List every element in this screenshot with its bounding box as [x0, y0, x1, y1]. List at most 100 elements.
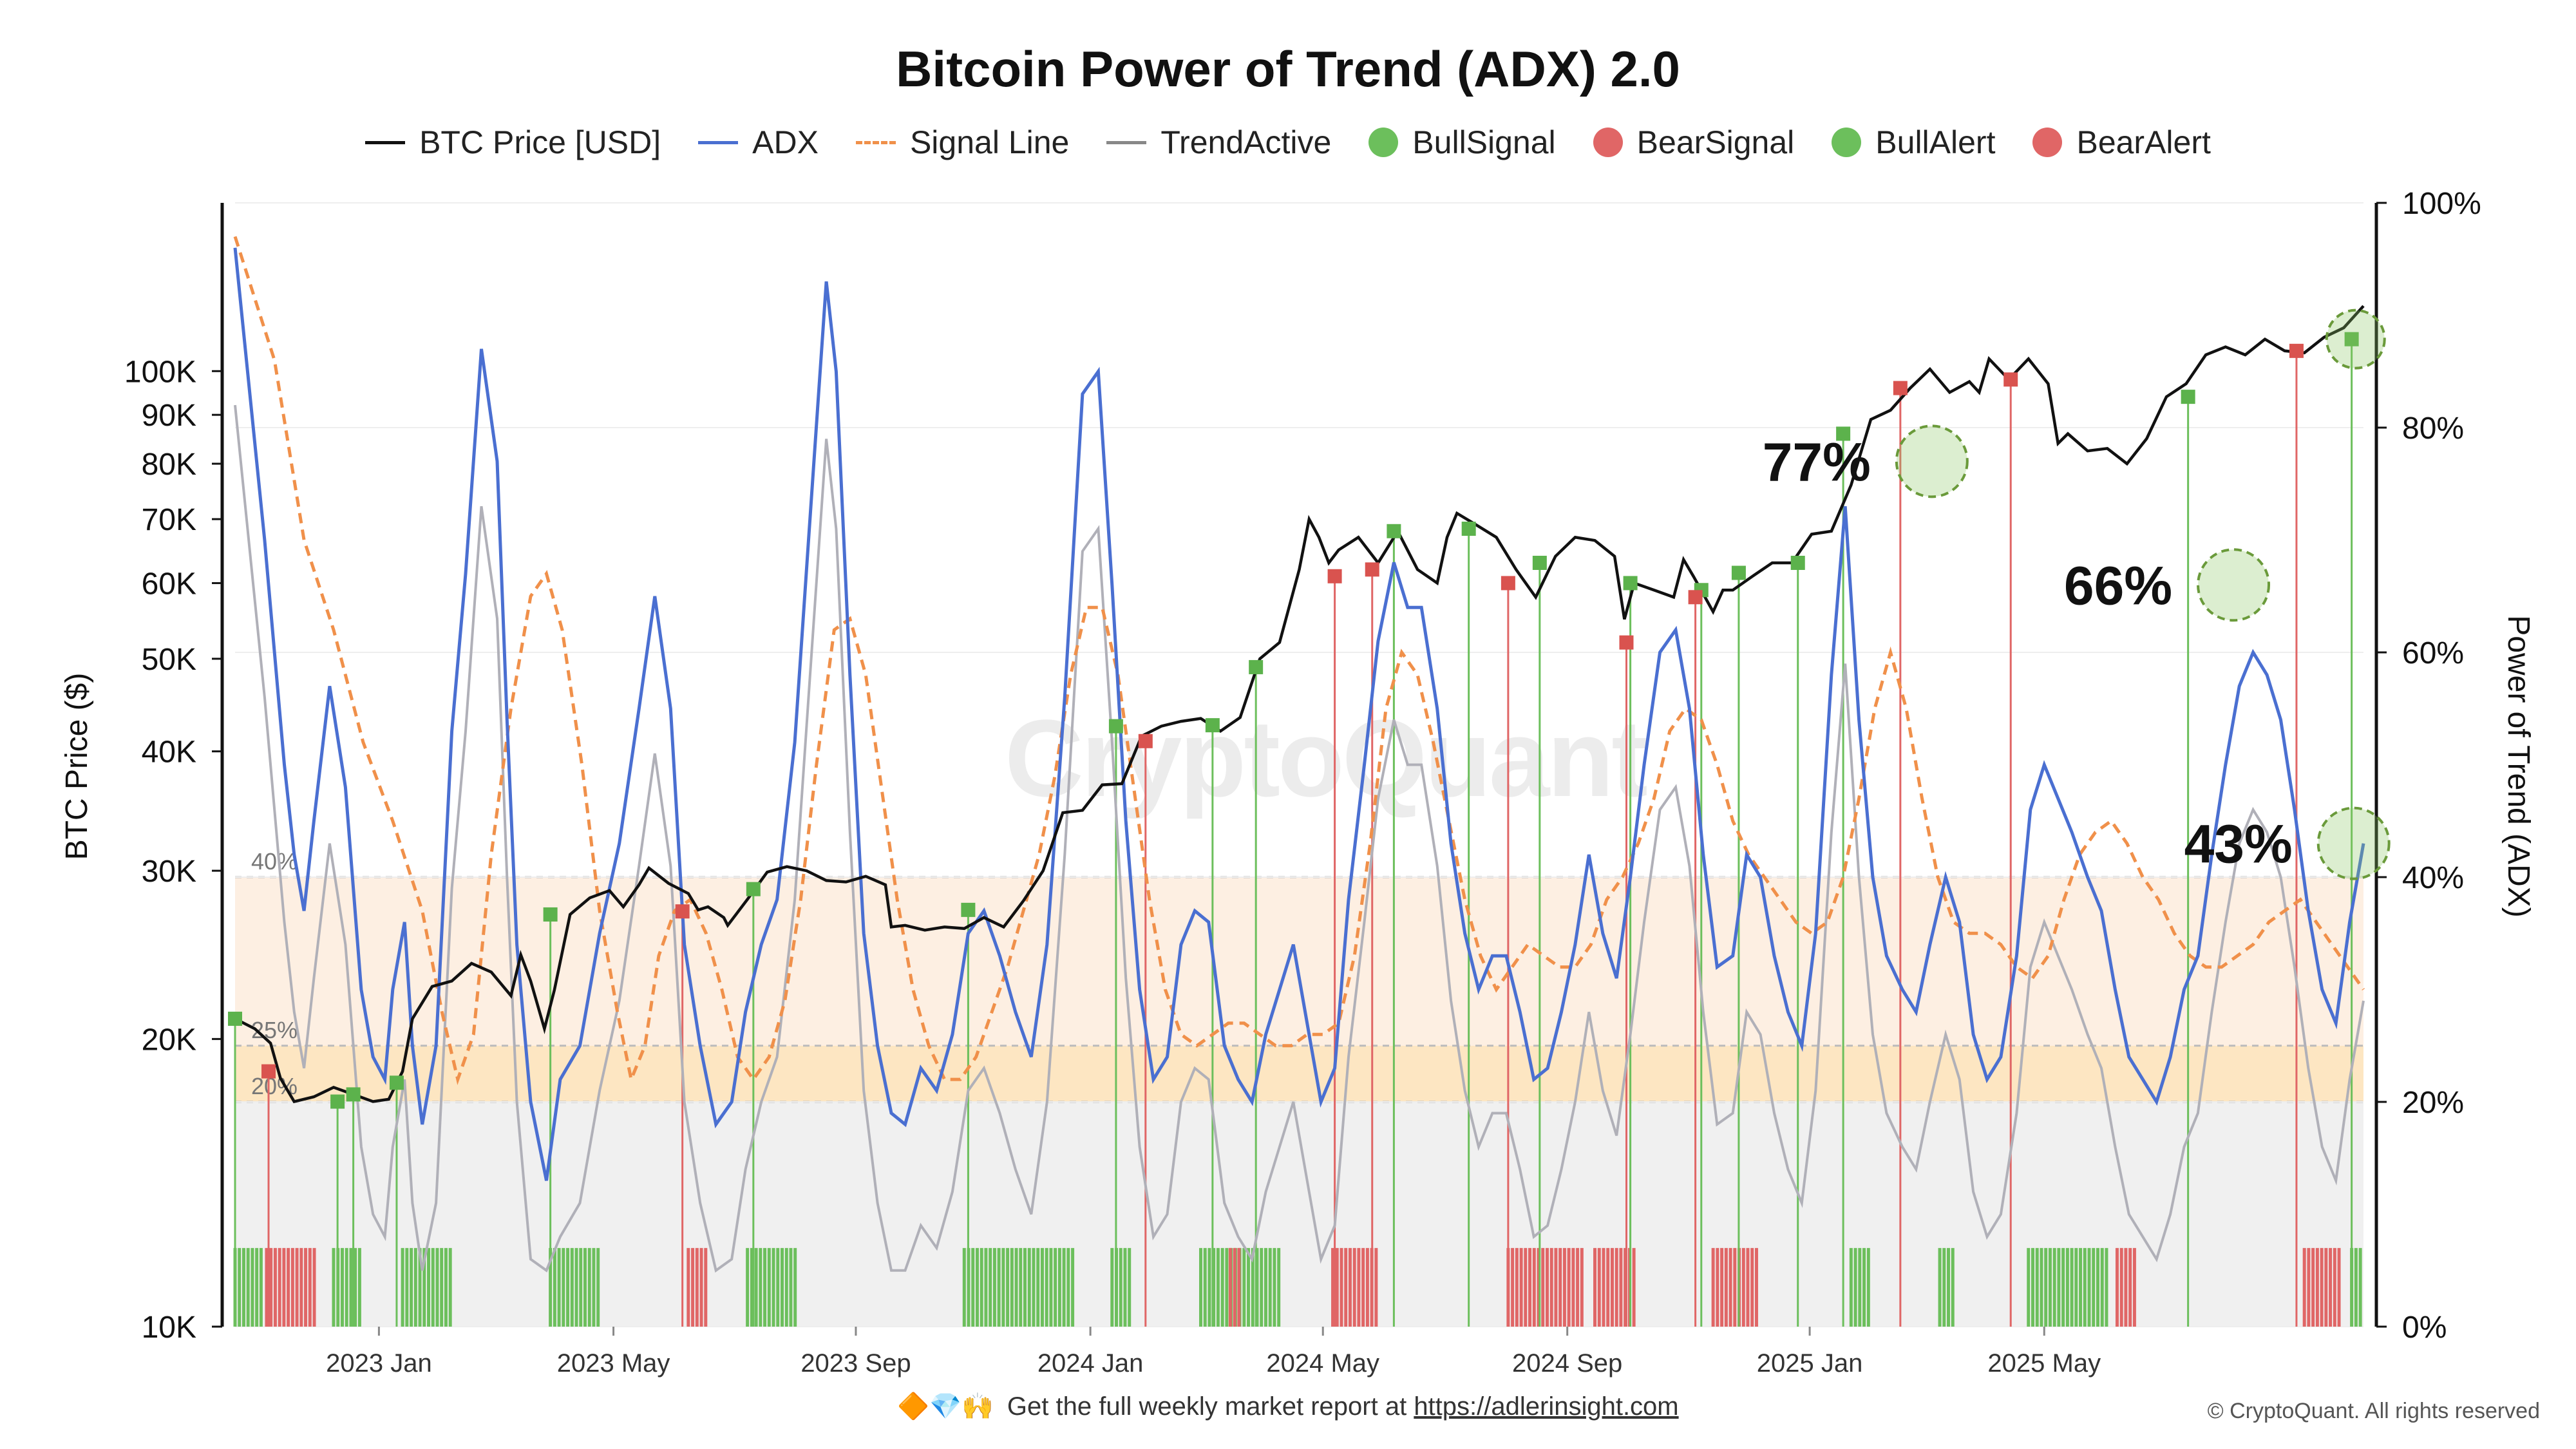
footer-link[interactable]: https://adlerinsight.com: [1414, 1392, 1679, 1421]
y-axis-label-left: BTC Price ($): [60, 673, 94, 860]
bull-signal-marker: [1836, 426, 1851, 441]
bull-signal-marker: [543, 907, 558, 922]
legend-swatch: [1832, 128, 1862, 157]
left-tick-label: 70K: [142, 503, 196, 537]
copyright: © CryptoQuant. All rights reserved: [2207, 1399, 2540, 1423]
y-axis-label-right: Power of Trend (ADX): [2501, 615, 2535, 918]
x-tick-label: 2024 Jan: [1037, 1349, 1144, 1378]
legend-item: BullSignal: [1368, 124, 1556, 161]
footer-note: 🔶💎🙌 Get the full weekly market report at…: [0, 1391, 2576, 1421]
left-tick-label: 50K: [142, 643, 196, 677]
adx-line: [233, 247, 2365, 1181]
footer-emojis: 🔶💎🙌: [897, 1392, 994, 1421]
x-tick-label: 2025 May: [1987, 1349, 2101, 1378]
footer-text: Get the full weekly market report at: [1007, 1392, 1407, 1421]
right-tick-label: 40%: [2402, 861, 2464, 895]
x-tick-label: 2023 May: [557, 1349, 670, 1378]
zone-label: 40%: [251, 848, 298, 875]
left-tick-label: 20K: [142, 1023, 196, 1057]
bull-signal-marker: [1790, 555, 1805, 570]
legend-swatch: [855, 140, 896, 144]
bull-signal-marker: [389, 1075, 404, 1090]
legend-swatch: [2032, 128, 2063, 157]
legend-label: ADX: [752, 124, 819, 160]
bull-signal-marker: [228, 1011, 242, 1026]
left-tick-label: 80K: [142, 448, 196, 482]
x-tick-label: 2023 Jan: [326, 1349, 432, 1378]
left-tick-label: 30K: [142, 855, 196, 889]
bull-signal-marker: [1461, 522, 1476, 536]
annotation-label: 66%: [2064, 555, 2172, 616]
bear-signal-marker: [1501, 576, 1515, 591]
annotation-circle: [1895, 424, 1969, 498]
zone-band: [235, 1045, 2363, 1102]
bear-signal-marker: [1893, 381, 1908, 395]
legend-label: BearAlert: [2076, 124, 2211, 160]
bear-signal-marker: [1365, 562, 1379, 577]
bear-signal-marker: [261, 1064, 276, 1079]
legend-item: ADX: [698, 124, 819, 161]
legend-swatch: [1106, 140, 1147, 144]
bull-signal-marker: [2344, 332, 2359, 346]
legend-label: BTC Price [USD]: [419, 124, 661, 160]
right-tick-label: 100%: [2402, 187, 2481, 221]
chart-title: Bitcoin Power of Trend (ADX) 2.0: [896, 41, 1680, 97]
left-tick-label: 100K: [124, 355, 196, 389]
right-tick-label: 20%: [2402, 1086, 2464, 1120]
bear-signal-marker: [1138, 734, 1153, 748]
x-tick-label: 2025 Jan: [1757, 1349, 1863, 1378]
left-tick-label: 60K: [142, 567, 196, 601]
legend-item: BearSignal: [1593, 124, 1795, 161]
bull-signal-marker: [1387, 524, 1401, 538]
right-tick-label: 80%: [2402, 412, 2464, 446]
bull-signal-marker: [1205, 718, 1220, 733]
bear-signal-marker: [675, 904, 690, 919]
left-tick-label: 40K: [142, 735, 196, 770]
bear-signal-marker: [2003, 372, 2018, 387]
bear-signal-marker: [1688, 590, 1703, 605]
legend-item: Signal Line: [855, 124, 1070, 161]
left-tick-label: 90K: [142, 399, 196, 433]
bear-signal-marker: [2289, 343, 2304, 358]
legend-item: TrendActive: [1106, 124, 1331, 161]
trendactive-line: [234, 404, 2365, 1273]
bull-signal-marker: [1532, 555, 1547, 570]
legend-label: BearSignal: [1636, 124, 1795, 160]
legend-swatch: [1368, 128, 1399, 157]
x-tick-label: 2024 Sep: [1512, 1349, 1622, 1378]
bull-signal-marker: [330, 1094, 345, 1109]
bull-signal-marker: [1249, 659, 1264, 674]
zone-band: [235, 877, 2363, 1046]
x-tick-label: 2024 May: [1266, 1349, 1379, 1378]
right-tick-label: 0%: [2402, 1311, 2447, 1345]
annotation-label: 77%: [1763, 431, 1871, 492]
legend-item: BullAlert: [1832, 124, 1995, 161]
bull-signal-marker: [346, 1087, 361, 1102]
legend-swatch: [365, 140, 406, 144]
annotation-label: 43%: [2184, 814, 2293, 875]
bull-signal-marker: [746, 882, 761, 896]
btc-price-line: [234, 305, 2365, 1104]
right-tick-label: 60%: [2402, 636, 2464, 670]
annotation-circle: [2197, 548, 2271, 622]
bull-signal-marker: [1623, 576, 1638, 591]
legend-item: BTC Price [USD]: [365, 124, 661, 161]
bear-signal-marker: [1327, 569, 1342, 583]
legend-label: BullAlert: [1875, 124, 1996, 160]
alert-circle: [2325, 308, 2386, 370]
legend: BTC Price [USD] ADX Signal Line TrendActive…: [0, 124, 2576, 161]
legend-label: BullSignal: [1412, 124, 1556, 160]
annotation-circle: [2316, 806, 2391, 880]
bull-signal-marker: [2181, 390, 2195, 404]
x-tick-label: 2023 Sep: [800, 1349, 911, 1378]
legend-item: BearAlert: [2032, 124, 2211, 161]
left-tick-label: 10K: [142, 1311, 196, 1345]
bull-signal-marker: [961, 902, 976, 917]
bear-signal-marker: [1619, 635, 1634, 650]
legend-swatch: [1593, 128, 1623, 157]
zone-label: 25%: [251, 1017, 298, 1043]
legend-label: Signal Line: [909, 124, 1070, 160]
legend-swatch: [698, 140, 739, 144]
legend-label: TrendActive: [1160, 124, 1332, 160]
